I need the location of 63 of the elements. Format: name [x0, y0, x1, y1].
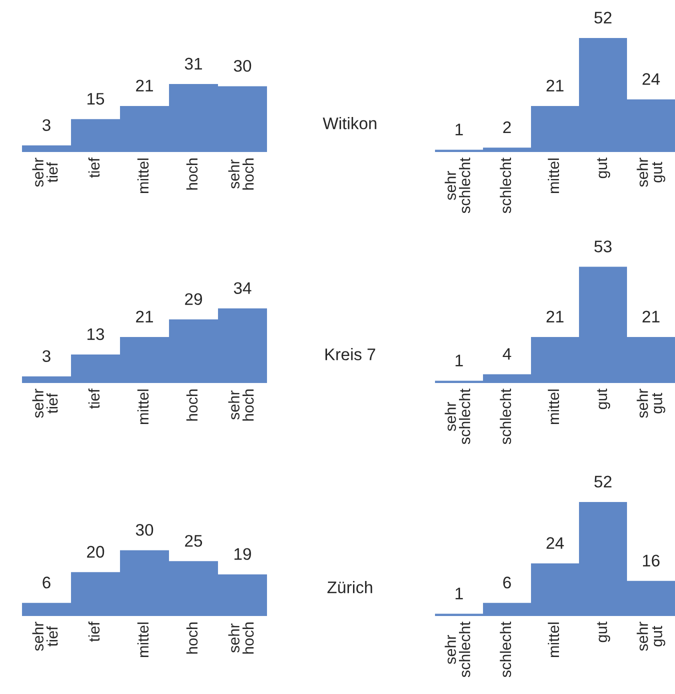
data-label: 21	[136, 80, 153, 92]
data-label: 1	[456, 588, 463, 600]
data-label: 21	[546, 310, 564, 322]
x-tick-label: schlecht	[500, 158, 512, 214]
data-label: 20	[87, 546, 104, 558]
data-label: 19	[234, 548, 251, 560]
data-label: 6	[503, 576, 511, 588]
text: Kreis 7	[325, 348, 376, 360]
data-label: 53	[594, 240, 612, 252]
x-tick-label: tief	[88, 622, 100, 642]
x-tick-label: hoch	[186, 622, 198, 654]
x-tick-label: sehr hoch	[228, 390, 254, 421]
x-tick-label: mittel	[548, 622, 560, 658]
data-label: 21	[546, 80, 564, 92]
x-tick-label: gut	[597, 158, 610, 178]
x-tick-label: sehr schlecht	[444, 158, 470, 214]
x-tick-label: sehr tief	[32, 388, 58, 418]
data-label: 21	[642, 310, 660, 322]
x-tick-label: mittel	[548, 390, 560, 424]
data-label: 25	[185, 534, 202, 547]
x-tick-label: mittel	[548, 158, 560, 194]
x-tick-label: sehr gut	[636, 158, 666, 187]
data-label: 31	[184, 58, 202, 70]
data-label: 3	[42, 119, 50, 132]
data-label: 52	[594, 12, 612, 24]
data-label: 15	[88, 93, 104, 105]
data-label: 6	[42, 576, 50, 588]
data-label: 13	[88, 328, 104, 340]
text: Zürich	[327, 581, 372, 594]
x-tick-label: tief	[88, 158, 100, 178]
x-tick-label: sehr tief	[32, 158, 58, 187]
x-tick-label: mittel	[137, 622, 149, 658]
x-tick-label: mittel	[137, 158, 149, 194]
x-tick-label: sehr hoch	[228, 622, 254, 654]
x-tick-label: hoch	[186, 158, 198, 190]
x-tick-label: gut	[597, 388, 610, 410]
x-tick-label: sehr tief	[32, 622, 58, 651]
data-label: 24	[642, 73, 660, 85]
x-tick-label: sehr schlecht	[444, 622, 470, 678]
data-label: 16	[643, 554, 660, 567]
data-label: 34	[234, 282, 252, 294]
x-tick-label: gut	[597, 622, 610, 642]
x-tick-label: sehr hoch	[228, 158, 254, 190]
x-tick-label: mittel	[137, 390, 149, 424]
x-tick-label: schlecht	[500, 622, 512, 678]
data-label: 3	[42, 350, 50, 362]
x-tick-label: sehr gut	[636, 622, 666, 651]
data-label: 52	[594, 476, 612, 488]
data-label: 24	[546, 537, 564, 549]
x-tick-label: tief	[88, 388, 100, 409]
data-label: 21	[136, 310, 153, 322]
data-label: 30	[136, 524, 154, 536]
data-label: 4	[502, 348, 512, 360]
x-tick-label: sehr schlecht	[444, 388, 470, 444]
x-tick-label: schlecht	[500, 388, 512, 444]
x-tick-label: hoch	[186, 390, 198, 421]
data-label: 1	[456, 124, 463, 136]
x-tick-label: sehr gut	[636, 388, 666, 418]
data-label: 30	[234, 60, 252, 72]
data-label: 29	[185, 293, 202, 305]
data-label: 2	[503, 121, 511, 134]
text: Witikon	[322, 117, 376, 130]
data-label: 1	[456, 354, 463, 366]
